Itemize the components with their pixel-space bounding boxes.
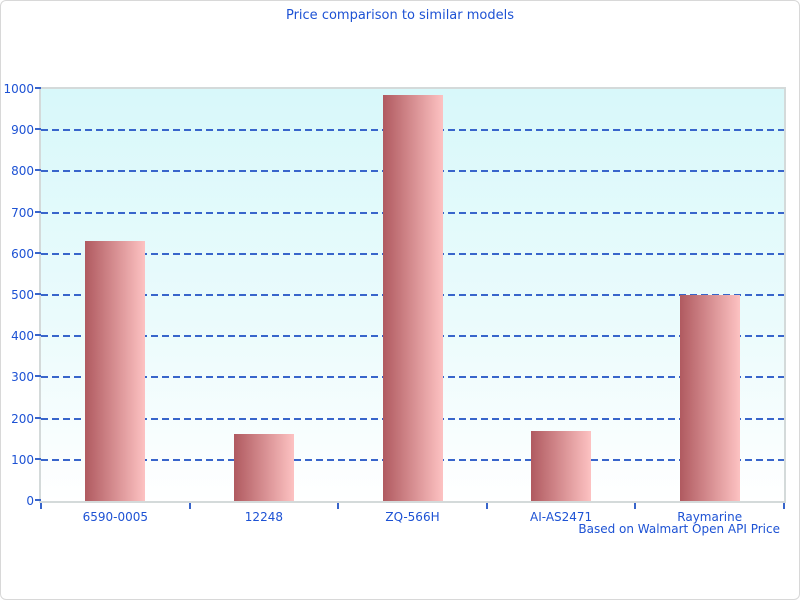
y-axis-label-900: 900: [11, 123, 34, 138]
x-axis-tick-1: [188, 503, 191, 509]
y-axis-label-800: 800: [11, 164, 34, 179]
x-axis-label-AI-AS2471: AI-AS2471: [530, 510, 593, 524]
chart-title: Price comparison to similar models: [285, 8, 515, 23]
x-axis-tick-3: [485, 503, 488, 509]
x-axis-label-ZQ-566H: ZQ-566H: [385, 510, 440, 524]
bar-12248: [233, 434, 294, 501]
bar-ZQ-566H: [382, 95, 443, 501]
plot-inner: [41, 89, 784, 501]
x-axis-tick-4: [634, 503, 637, 509]
y-axis-tick-700: [35, 210, 41, 213]
y-axis-tick-100: [35, 457, 41, 460]
y-axis-tick-1000: [35, 87, 41, 89]
y-axis-labels: 0 100 200 300 400 500 600 700 800 900 1000: [1, 82, 34, 508]
y-axis-label-600: 600: [11, 246, 34, 261]
x-axis-label-Raymarine: Raymarine: [677, 510, 743, 524]
y-axis-tick-300: [35, 375, 41, 378]
y-axis-label-1000: 1000: [3, 82, 34, 96]
y-axis-label-0: 0: [26, 494, 34, 508]
x-axis-tick-2: [337, 503, 340, 509]
y-axis-label-500: 500: [11, 288, 34, 302]
y-axis-label-400: 400: [11, 329, 34, 344]
bar-AI-AS2471: [531, 430, 592, 501]
x-axis-tick-5: [783, 503, 785, 509]
chart-footnote: Based on Walmart Open API Price: [578, 522, 780, 536]
x-axis-tick-0: [40, 503, 42, 509]
y-axis-tick-800: [35, 169, 41, 172]
y-axis-tick-600: [35, 251, 41, 254]
bar-6590-0005: [85, 241, 146, 501]
bar-Raymarine: [679, 295, 740, 501]
y-axis-label-700: 700: [11, 205, 34, 220]
y-axis-label-200: 200: [11, 411, 34, 426]
y-axis-tick-200: [35, 416, 41, 419]
y-axis-tick-500: [35, 293, 41, 295]
x-axis-label-6590-0005: 6590-0005: [82, 510, 148, 524]
y-axis-tick-400: [35, 334, 41, 337]
y-axis-label-300: 300: [11, 370, 34, 385]
y-axis-tick-900: [35, 128, 41, 131]
y-axis-tick-0: [35, 499, 41, 501]
plot-area: [39, 87, 786, 503]
x-axis-label-12248: 12248: [244, 510, 283, 524]
y-axis-label-100: 100: [11, 452, 34, 467]
